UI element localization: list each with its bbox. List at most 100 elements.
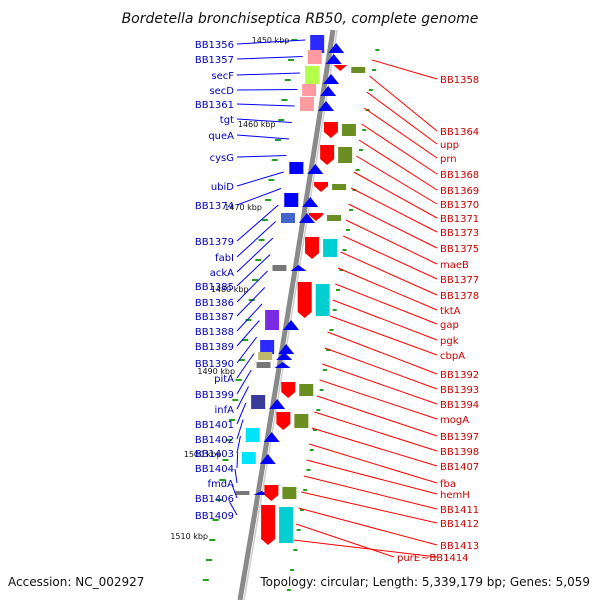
gene-label-fabI: fabI [215,253,234,264]
gene-label-gap: gap [440,320,459,331]
label-connector [236,435,241,454]
scale-tick-label: 1480 kbp [211,285,249,294]
reverse-gene-block [323,239,338,257]
gene-label-BB1399: BB1399 [195,390,234,401]
label-connector [236,402,247,425]
gene-label-BB1364: BB1364 [440,127,479,138]
accession-text: Accession: NC_002927 [8,575,144,589]
gene-label-BB1414: ~BB1414 [421,553,469,564]
label-connector [306,459,438,495]
gene-label-hemH: hemH [440,490,470,501]
gene-label-upp: upp [440,140,459,151]
label-connector [332,299,438,341]
label-connector [236,320,260,347]
label-connector [335,283,438,325]
gene-label-BB1406: BB1406 [195,494,234,505]
gene-label-BB1397: BB1397 [440,432,479,443]
label-connector [340,251,438,296]
reverse-label-lines [293,59,438,558]
label-connector [345,219,438,265]
label-connector [369,75,438,132]
forward-gene-labels: BB1356 BB1357 secF secD BB1361 tgt queA cysG ubi… [195,40,234,522]
label-connector [236,39,306,45]
scale-tick-label: 1470 kbp [224,203,262,212]
reverse-gene-arrow [333,65,348,71]
forward-gene-arrow [298,213,315,223]
label-connector [236,221,276,258]
gene-label-BB1404: BB1404 [195,464,234,475]
label-connector [236,237,274,273]
label-connector [361,123,438,175]
gene-label-mogA: mogA [440,415,469,426]
label-connector [231,485,238,499]
label-connector [371,59,438,80]
gene-label-maeB: maeB [440,260,469,271]
reverse-gene-block [282,487,297,499]
gene-label-BB1392: BB1392 [440,370,479,381]
forward-gene-block [289,162,304,174]
label-connector [329,315,438,356]
label-connector [236,270,268,303]
label-connector [308,443,438,484]
forward-gene-arrow [318,101,335,111]
gene-label-infA: infA [215,405,235,416]
forward-gene-block [280,213,295,223]
label-connector [236,118,292,123]
label-connector [337,267,438,311]
forward-gene-block [258,352,273,360]
gene-label-BB1401: BB1401 [195,420,234,431]
label-connector [350,187,438,233]
label-connector [236,287,266,317]
label-connector [234,468,238,484]
label-connector [358,139,438,191]
label-connector [314,411,438,452]
reverse-gene-arrow [308,213,323,221]
label-connector [236,386,249,410]
forward-gene-block [272,265,287,271]
reverse-gene-arrow [323,122,338,138]
gene-label-BB1369: BB1369 [440,186,479,197]
gene-label-BB1403: BB1403 [195,449,234,460]
label-connector [324,347,438,390]
label-connector [319,379,438,420]
label-connector [236,134,290,140]
scale-tick-label: 1510 kbp [170,532,208,541]
forward-gene-block [251,395,266,409]
label-connector [363,107,438,159]
label-connector [236,303,263,332]
gene-label-BB1387: BB1387 [195,312,234,323]
forward-gene-block [265,310,280,330]
gene-label-BB1412: BB1412 [440,519,479,530]
reverse-gene-block [338,147,353,163]
gene-label-secF: secF [211,71,234,82]
label-connector [236,369,252,395]
label-connector [353,171,438,219]
label-connector [322,363,438,405]
gene-label-fba: fba [440,479,456,490]
label-connector [236,56,303,60]
gene-label-BB1375: BB1375 [440,244,479,255]
gene-label-queA: queA [208,131,234,142]
label-connector [303,475,438,510]
gene-label-BB1386: BB1386 [195,298,234,309]
label-connector [301,491,438,524]
label-connector [236,155,287,158]
label-connector [236,254,271,287]
forward-gene-block [300,97,315,111]
forward-gene-arrow [302,197,319,207]
gene-label-ubiD: ubiD [211,182,234,193]
label-connector [229,501,238,516]
forward-gene-block [260,340,275,354]
label-connector [295,523,395,558]
gene-label-secD: secD [209,86,234,97]
label-connector [298,507,438,546]
forward-gene-arrow [278,344,295,354]
reverse-gene-block [294,414,309,428]
label-connector [236,452,239,469]
label-connector [311,427,438,467]
label-connector [236,171,284,187]
reverse-gene-block [315,284,330,316]
forward-gene-arrow [263,432,280,442]
gene-label-BB1402: BB1402 [195,435,234,446]
reverse-gene-block [341,124,356,136]
